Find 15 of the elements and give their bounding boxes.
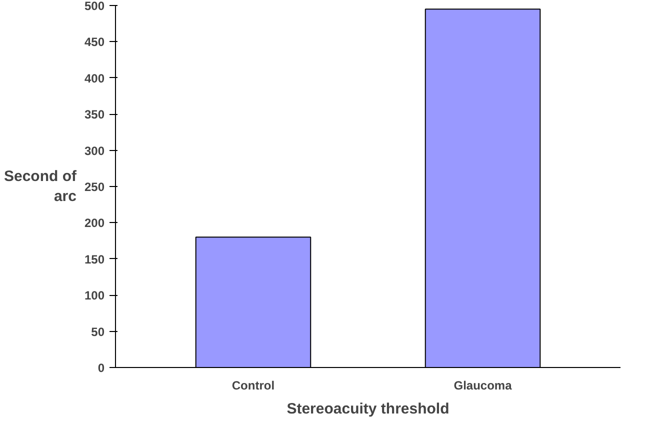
x-tick-label: Glaucoma	[454, 378, 512, 392]
y-tick-label: 500	[84, 0, 105, 13]
y-tick-label: 450	[84, 35, 105, 50]
y-tick-label: 150	[84, 252, 105, 266]
y-tick-label: 100	[84, 288, 105, 303]
y-tick-label: 50	[91, 324, 105, 339]
y-tick-label: 250	[84, 180, 105, 194]
y-tick-label: 350	[84, 108, 105, 122]
y-tick-label: 300	[84, 144, 105, 158]
y-tick-label: 200	[84, 216, 105, 230]
y-tick-label: 0	[98, 361, 105, 375]
y-tick-label: 400	[84, 71, 105, 86]
x-axis-title: Stereoacuity threshold	[286, 400, 450, 418]
y-axis-title: Second of arc	[4, 168, 78, 206]
x-tick-label: Control	[232, 378, 275, 392]
